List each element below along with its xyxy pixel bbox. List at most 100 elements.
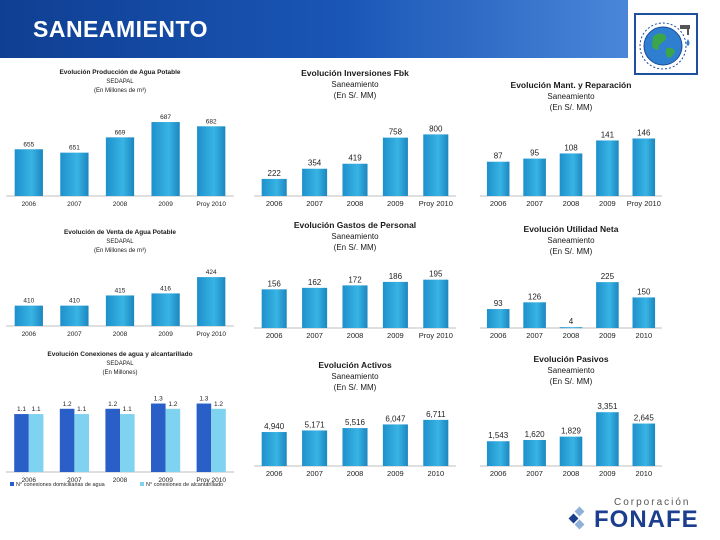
x-tick-label: 2006 <box>22 331 37 338</box>
chart-title-line: Evolución de Venta de Agua Potable <box>64 229 176 236</box>
logo-ring <box>639 22 687 70</box>
bar-value-label: 95 <box>530 149 539 158</box>
x-tick-label: 2008 <box>347 469 364 478</box>
x-tick-label: 2008 <box>347 199 364 208</box>
bar-value-label: 172 <box>348 275 362 284</box>
bar-2008 <box>105 408 120 472</box>
x-tick-label: Proy 2010 <box>419 199 453 208</box>
bar-2006 <box>14 149 43 196</box>
bar-2008 <box>342 163 368 196</box>
chart-pasivos: Evolución Pasivos Saneamiento (En S/. MM) 1… <box>478 354 664 482</box>
bar-value-label: 1,829 <box>561 427 582 436</box>
x-tick-label: 2006 <box>22 201 37 208</box>
bar-2008 <box>105 137 135 196</box>
x-tick-label: 2010 <box>427 469 444 478</box>
chart-activos: Evolución Activos Saneamiento (En S/. MM) 4… <box>252 360 458 482</box>
bar-2009 <box>151 293 180 326</box>
bar-value-label: 651 <box>69 145 80 152</box>
legend-swatch <box>140 482 144 486</box>
bar-value-label: 87 <box>494 152 503 161</box>
bar-proy-2010 <box>632 138 656 196</box>
bar-value-label: 1.2 <box>63 401 72 408</box>
bar-value-label: 6,711 <box>426 410 446 419</box>
bar-2010 <box>632 423 656 466</box>
chart-title-line: Saneamiento <box>331 372 379 381</box>
bar-value-label: 6,047 <box>385 414 406 423</box>
bar-2006 <box>14 305 43 326</box>
brand-fonafe: FONAFE <box>594 506 699 533</box>
bar-value-label: 1.1 <box>17 406 26 413</box>
bar-2007 <box>302 168 328 196</box>
bar-2009 <box>382 424 408 466</box>
bar-2006 <box>486 161 510 196</box>
bar-value-label: 2,645 <box>634 414 655 423</box>
x-tick-label: 2006 <box>490 199 507 208</box>
chart-title-line: Evolución Inversiones Fbk <box>301 68 409 78</box>
c4-svg: Evolución de Venta de Agua Potable SEDAPA… <box>6 229 234 338</box>
x-tick-label: Proy 2010 <box>196 477 226 484</box>
chart-gastos-personal: Evolución Gastos de Personal Saneamiento (… <box>252 220 458 344</box>
bar-value-label: 146 <box>637 128 651 137</box>
x-tick-label: 2007 <box>67 477 82 484</box>
chart-title-line: (En S/. MM) <box>334 243 377 252</box>
chart-title-line: Evolución Producción de Agua Potable <box>59 69 180 76</box>
x-tick-label: 2006 <box>266 331 283 340</box>
bar-proy-2010 <box>197 126 226 196</box>
bar-2009 <box>151 122 180 196</box>
bar-value-label: 416 <box>160 285 171 292</box>
bar-2007 <box>523 158 546 196</box>
x-tick-label: 2007 <box>526 199 543 208</box>
bar-value-label: 93 <box>494 299 503 308</box>
chart-title-line: (En S/. MM) <box>550 247 593 256</box>
x-tick-label: 2008 <box>113 477 128 484</box>
chart-title-line: SEDAPAL <box>106 79 134 85</box>
c9-svg: Evolución Pasivos Saneamiento (En S/. MM) 1… <box>480 354 662 478</box>
bar-2009 <box>165 408 181 472</box>
globe-icon <box>643 26 683 66</box>
chart-title-line: Saneamiento <box>331 80 379 89</box>
x-tick-label: 2007 <box>526 331 543 340</box>
bar-value-label: 410 <box>23 298 34 305</box>
bar-value-label: 1.2 <box>108 401 117 408</box>
x-tick-label: 2008 <box>113 331 128 338</box>
x-tick-label: 2009 <box>599 469 616 478</box>
bar-2006 <box>486 309 510 328</box>
bar-value-label: 415 <box>115 287 126 294</box>
page-title: SANEAMIENTO <box>33 16 209 42</box>
bar-value-label: 800 <box>429 124 443 133</box>
bar-proy-2010 <box>197 277 226 326</box>
bar-value-label: 1.3 <box>154 396 163 403</box>
chart-mant-reparacion: Evolución Mant. y Reparación Saneamiento (… <box>478 80 664 212</box>
legend-swatch <box>10 482 14 486</box>
chart-title-line: Evolución Mant. y Reparación <box>511 80 632 90</box>
x-tick-label: 2008 <box>563 199 580 208</box>
chart-inversiones-fbk: Evolución Inversiones Fbk Saneamiento (En … <box>252 68 458 212</box>
chart-title-line: (En S/. MM) <box>550 377 593 386</box>
bar-value-label: 354 <box>308 159 322 168</box>
bar-value-label: 669 <box>115 129 126 136</box>
bar-2006 <box>261 289 287 328</box>
bar-2009 <box>596 140 619 196</box>
chart-title-line: Saneamiento <box>331 232 379 241</box>
bar-2009 <box>596 282 619 328</box>
x-tick-label: 2009 <box>158 477 173 484</box>
bar-value-label: 419 <box>348 154 362 163</box>
fonafe-mark-icon <box>568 506 585 530</box>
chart-title-line: Evolución Conexiones de agua y alcantari… <box>47 351 192 358</box>
bar-2008 <box>559 436 583 466</box>
chart-title-line: (En S/. MM) <box>334 91 377 100</box>
chart-title-line: (En Millones) <box>102 370 137 376</box>
bar-2007 <box>302 430 328 466</box>
bar-proy-2010 <box>211 408 226 472</box>
x-tick-label: 2007 <box>306 199 323 208</box>
x-tick-label: Proy 2010 <box>196 201 226 208</box>
bar-value-label: 1,620 <box>525 430 546 439</box>
bar-value-label: 5,171 <box>305 420 326 429</box>
chart-venta-agua: Evolución de Venta de Agua Potable SEDAPA… <box>4 226 236 342</box>
bar-value-label: 1.2 <box>214 401 223 408</box>
chart-title-line: Evolución Pasivos <box>533 354 608 364</box>
bar-2008 <box>105 295 135 326</box>
bar-2007 <box>523 439 546 466</box>
bar-value-label: 141 <box>601 130 615 139</box>
bar-value-label: 1.2 <box>168 401 177 408</box>
